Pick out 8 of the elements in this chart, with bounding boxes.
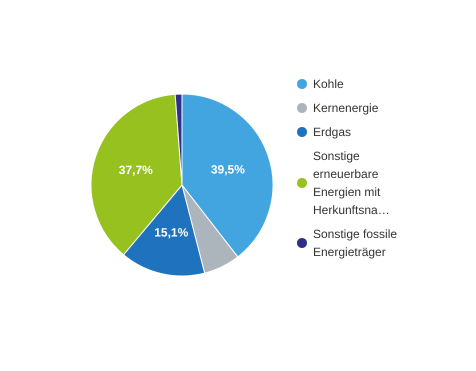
data-label: 37,7%	[118, 163, 154, 178]
legend-label: Kohle	[313, 77, 344, 91]
data-label: 15,1%	[154, 225, 189, 240]
legend-label: Kernenergie	[313, 101, 379, 115]
legend-label: Sonstige erneuerbare Energien mit Herkunftsna…	[313, 149, 390, 217]
legend-label: Sonstige fossile Energieträger	[313, 227, 400, 259]
data-label: 39,5%	[210, 162, 246, 176]
legend-label: Erdgas	[313, 125, 352, 139]
